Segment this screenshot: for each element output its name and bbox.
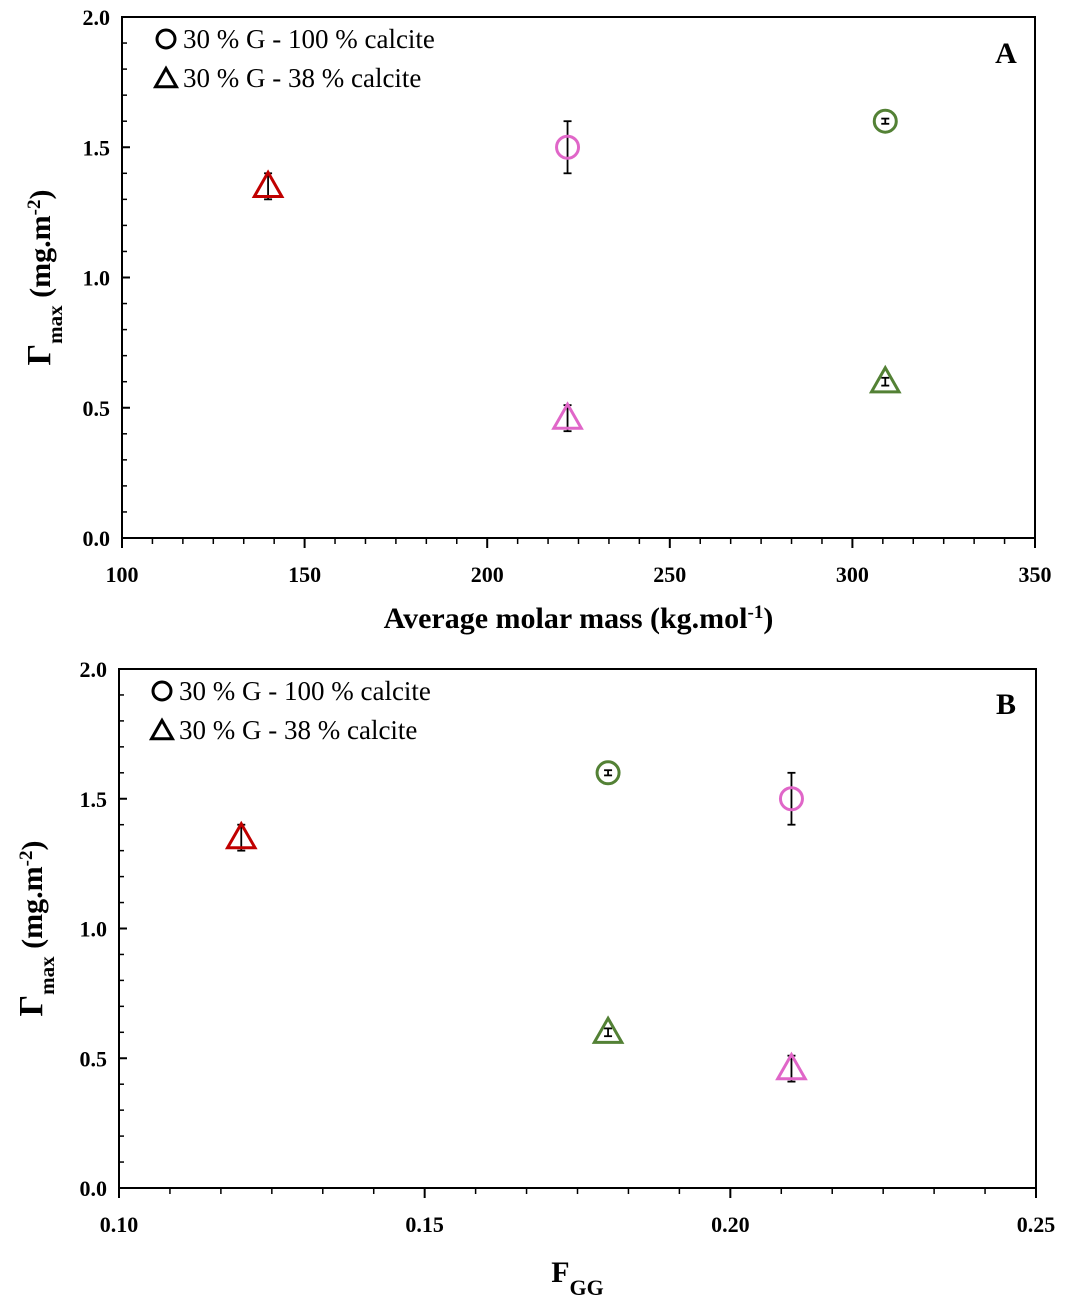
y-axis-title-subscript: max bbox=[43, 305, 67, 344]
panel-label: A bbox=[995, 37, 1017, 70]
y-tick-label: 1.5 bbox=[80, 787, 108, 812]
legend-label: 30 % G - 100 % calcite bbox=[183, 24, 435, 54]
y-axis-title-subscript: max bbox=[35, 956, 59, 995]
y-axis-title-tail: ) bbox=[24, 190, 57, 200]
y-tick-label: 0.0 bbox=[80, 1176, 108, 1201]
legend-label: 30 % G - 38 % calcite bbox=[179, 715, 417, 745]
chart-panel-a: 0.0 0.5 1.0 1.5 2.0 100 150 200 250 300 350 Average… bbox=[21, 5, 1052, 635]
plot-frame bbox=[118, 668, 1037, 1189]
x-tick-label: 100 bbox=[106, 562, 139, 587]
x-tick-label: 200 bbox=[471, 562, 504, 587]
data-point-triangle bbox=[868, 364, 902, 394]
x-tick-label: 250 bbox=[653, 562, 686, 587]
y-axis-title: Γmax (mg.m-2) bbox=[13, 841, 59, 1017]
data-point-circle bbox=[872, 108, 898, 134]
y-tick-label: 1.0 bbox=[80, 917, 108, 942]
y-tick-label: 1.5 bbox=[83, 135, 111, 160]
data-point-triangle bbox=[775, 1051, 808, 1081]
legend-label: 30 % G - 38 % calcite bbox=[183, 63, 421, 93]
x-tick-label: 0.10 bbox=[100, 1212, 139, 1237]
x-tick-label: 150 bbox=[288, 562, 321, 587]
chart-panel-b: 0.0 0.5 1.0 1.5 2.0 0.10 0.15 0.20 0.25 FGG Γmax (… bbox=[13, 657, 1055, 1300]
y-axis-title-unit: (mg.m bbox=[24, 215, 57, 305]
x-axis-title-superscript: -1 bbox=[748, 602, 764, 623]
data-point-triangle bbox=[224, 820, 258, 850]
x-axis-title-text: Average molar mass (kg.mol bbox=[384, 602, 748, 635]
x-axis-title: Average molar mass (kg.mol-1) bbox=[384, 602, 774, 636]
y-tick-label: 2.0 bbox=[80, 657, 108, 682]
x-axis-title-text: F bbox=[551, 1256, 569, 1289]
plot-frame bbox=[121, 16, 1036, 539]
panel-label: B bbox=[996, 688, 1016, 721]
legend-label: 30 % G - 100 % calcite bbox=[179, 676, 431, 706]
legend-circle-icon bbox=[155, 28, 177, 50]
x-tick-label: 0.15 bbox=[405, 1212, 444, 1237]
y-axis-title-superscript: -2 bbox=[16, 851, 37, 867]
x-tick-label: 350 bbox=[1019, 562, 1052, 587]
y-tick-label: 2.0 bbox=[83, 5, 111, 30]
y-axis-title: Γmax (mg.m-2) bbox=[21, 190, 67, 366]
x-tick-label: 0.20 bbox=[711, 1212, 750, 1237]
y-axis-title-unit: (mg.m bbox=[16, 866, 49, 956]
x-tick-label: 0.25 bbox=[1017, 1212, 1056, 1237]
y-tick-label: 0.5 bbox=[83, 396, 111, 421]
data-point-circle bbox=[595, 760, 621, 786]
data-point-circle bbox=[778, 786, 804, 812]
x-axis-title-subscript: GG bbox=[570, 1275, 604, 1300]
y-tick-label: 0.5 bbox=[80, 1046, 108, 1071]
x-tick-label: 300 bbox=[836, 562, 869, 587]
y-axis-title-superscript: -2 bbox=[24, 200, 45, 216]
x-axis-title: FGG bbox=[551, 1256, 604, 1300]
x-axis-title-tail: ) bbox=[763, 602, 773, 635]
legend-circle-icon bbox=[151, 680, 173, 702]
y-tick-label: 0.0 bbox=[83, 526, 111, 551]
data-point-triangle bbox=[591, 1015, 625, 1044]
legend-triangle-icon bbox=[148, 717, 176, 741]
y-axis-title-tail: ) bbox=[16, 841, 49, 851]
data-point-circle bbox=[555, 134, 581, 160]
y-axis-title-symbol: Γ bbox=[21, 344, 58, 366]
y-tick-label: 1.0 bbox=[83, 266, 111, 291]
data-point-triangle bbox=[551, 401, 584, 430]
legend-triangle-icon bbox=[152, 65, 180, 89]
data-point-triangle bbox=[251, 169, 285, 198]
y-axis-title-symbol: Γ bbox=[13, 995, 50, 1017]
